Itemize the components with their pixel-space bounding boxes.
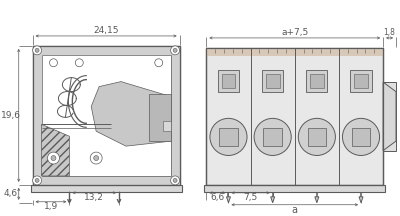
Circle shape bbox=[173, 48, 177, 52]
Bar bbox=[206, 48, 383, 185]
Text: a+7,5: a+7,5 bbox=[281, 29, 308, 37]
Circle shape bbox=[90, 152, 102, 164]
Text: 1,8: 1,8 bbox=[384, 29, 396, 37]
Circle shape bbox=[50, 59, 58, 67]
Polygon shape bbox=[42, 124, 69, 176]
Circle shape bbox=[35, 178, 39, 182]
Polygon shape bbox=[315, 197, 319, 203]
Circle shape bbox=[33, 176, 42, 185]
Text: 7,5: 7,5 bbox=[244, 193, 258, 202]
Bar bbox=[206, 48, 383, 56]
Polygon shape bbox=[271, 197, 275, 203]
Circle shape bbox=[171, 46, 180, 55]
Ellipse shape bbox=[254, 118, 291, 156]
Bar bbox=[42, 176, 171, 185]
Polygon shape bbox=[91, 82, 171, 146]
Polygon shape bbox=[226, 197, 230, 203]
Bar bbox=[308, 128, 326, 146]
Bar bbox=[204, 185, 385, 192]
Bar bbox=[310, 74, 324, 88]
Circle shape bbox=[51, 156, 56, 160]
Circle shape bbox=[171, 176, 180, 185]
Ellipse shape bbox=[298, 118, 336, 156]
Polygon shape bbox=[383, 82, 396, 151]
Text: 4,6: 4,6 bbox=[4, 189, 18, 198]
Text: 24,15: 24,15 bbox=[93, 27, 119, 35]
Bar bbox=[33, 46, 180, 185]
Circle shape bbox=[33, 46, 42, 55]
Bar bbox=[350, 70, 372, 92]
Bar bbox=[171, 46, 180, 185]
Circle shape bbox=[155, 59, 163, 67]
Bar bbox=[262, 70, 283, 92]
Text: a: a bbox=[292, 205, 298, 215]
Bar bbox=[354, 74, 368, 88]
Bar bbox=[206, 48, 383, 185]
Bar bbox=[219, 128, 238, 146]
Bar bbox=[33, 46, 180, 185]
Text: 19,6: 19,6 bbox=[1, 111, 21, 120]
Bar bbox=[263, 128, 282, 146]
Circle shape bbox=[75, 59, 83, 67]
Bar bbox=[222, 74, 235, 88]
Bar bbox=[33, 46, 42, 185]
Text: 6,6: 6,6 bbox=[210, 193, 224, 202]
Circle shape bbox=[35, 48, 39, 52]
Bar bbox=[149, 94, 171, 141]
Bar bbox=[383, 82, 396, 151]
Bar bbox=[266, 74, 280, 88]
Circle shape bbox=[173, 178, 177, 182]
Circle shape bbox=[48, 152, 60, 164]
Bar bbox=[306, 70, 328, 92]
Bar bbox=[42, 46, 171, 55]
Bar bbox=[42, 55, 171, 176]
Bar bbox=[218, 70, 239, 92]
Bar bbox=[352, 128, 370, 146]
Text: 1,9: 1,9 bbox=[44, 202, 58, 211]
Polygon shape bbox=[163, 121, 171, 131]
Ellipse shape bbox=[210, 118, 247, 156]
Bar bbox=[31, 185, 182, 192]
Polygon shape bbox=[359, 197, 363, 203]
Text: 13,2: 13,2 bbox=[84, 193, 104, 202]
Ellipse shape bbox=[342, 118, 380, 156]
Circle shape bbox=[94, 156, 99, 160]
